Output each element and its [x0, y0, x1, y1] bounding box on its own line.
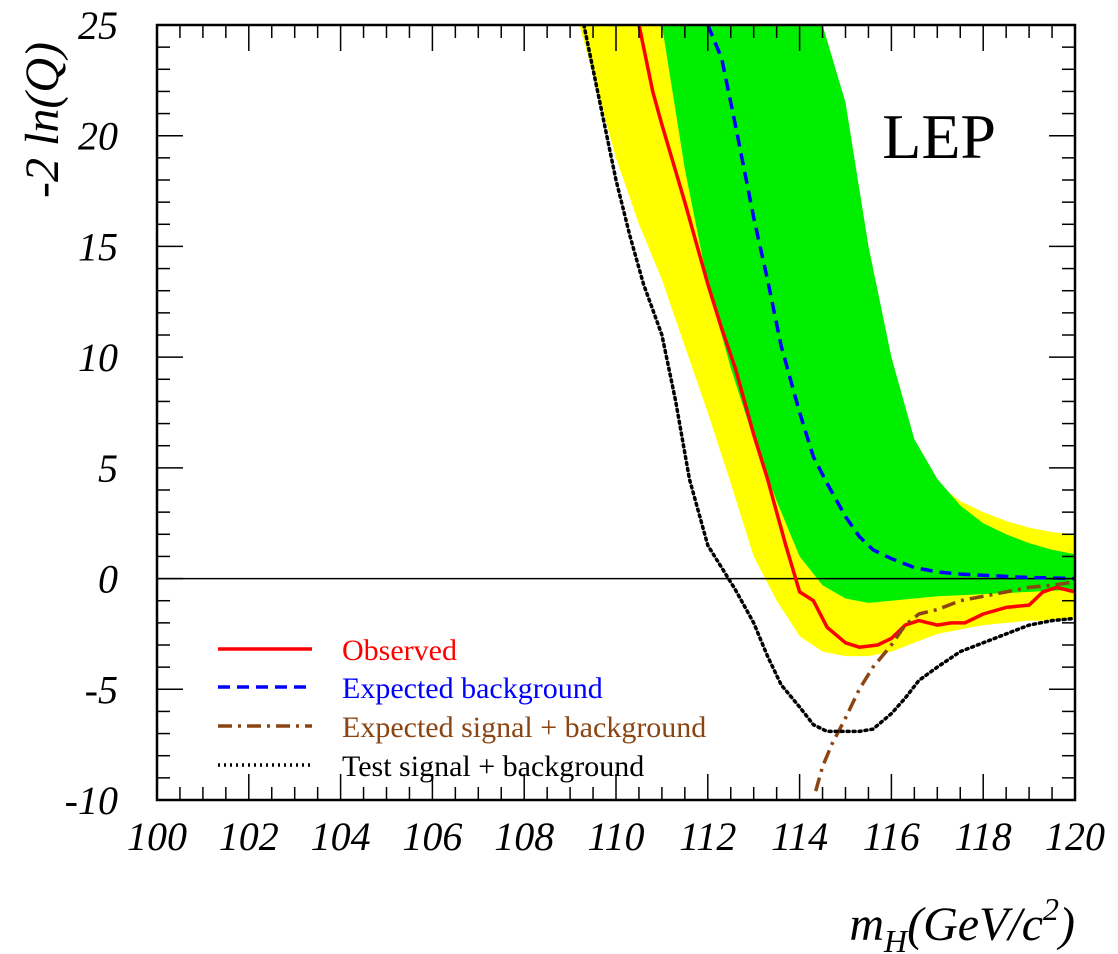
legend-label-observed: Observed [342, 634, 457, 667]
x-tick-label: 116 [863, 814, 920, 859]
y-tick-label: -10 [65, 778, 118, 823]
y-tick-label: 15 [78, 224, 118, 269]
x-axis-label-close: ) [1056, 898, 1075, 951]
x-tick-label: 104 [311, 814, 371, 859]
plot-frame [155, 23, 1077, 802]
experiment-label: LEP [882, 101, 996, 172]
y-tick-label: 5 [98, 446, 118, 491]
x-tick-label: 118 [955, 814, 1012, 859]
x-tick-label: 100 [127, 814, 187, 859]
y-tick-label: -5 [85, 667, 118, 712]
series-line-test-signal-background [582, 25, 1075, 734]
legend-label-test-signal-background: Test signal + background [342, 750, 644, 783]
y-tick-label: 25 [78, 3, 118, 48]
x-tick-label: 110 [587, 814, 644, 859]
x-tick-label: 106 [402, 814, 462, 859]
x-axis-label-unit: (GeV/c [907, 898, 1043, 951]
y-tick-label: 10 [78, 335, 118, 380]
band-1sigma [661, 25, 1075, 603]
bands-group [579, 25, 1075, 657]
legend-label-expected-signal-background: Expected signal + background [342, 711, 706, 744]
x-tick-label: 114 [771, 814, 828, 859]
x-axis-label-main: m [849, 898, 884, 951]
x-axis-label-sup: 2 [1043, 891, 1059, 927]
tick-labels-group: 100 102 104 106 108 110 112 114 116 118 120 -10 -5 0 5… [65, 3, 1105, 859]
x-axis-label-sub: H [883, 923, 909, 954]
x-tick-label: 102 [219, 814, 279, 859]
legend-label-expected-background: Expected background [342, 672, 603, 705]
y-axis-label: -2 ln(Q) [16, 42, 69, 198]
x-tick-label: 112 [679, 814, 736, 859]
x-tick-label: 108 [494, 814, 554, 859]
y-tick-label: 20 [78, 114, 118, 159]
series-line-observed [637, 25, 1075, 649]
series-group [582, 25, 1075, 792]
x-tick-label: 120 [1045, 814, 1105, 859]
ticks-group [156, 24, 1076, 801]
legend: Observed Expected background Expected si… [218, 634, 706, 783]
x-axis-label: mH(GeV/c2) [849, 891, 1075, 954]
legend-item-expected-signal-background: Expected signal + background [218, 711, 706, 744]
legend-item-expected-background: Expected background [218, 672, 603, 705]
legend-item-test-signal-background: Test signal + background [218, 750, 644, 783]
series-line-expected-background [706, 25, 1075, 581]
legend-item-observed: Observed [218, 634, 457, 667]
y-tick-label: 0 [98, 557, 118, 602]
